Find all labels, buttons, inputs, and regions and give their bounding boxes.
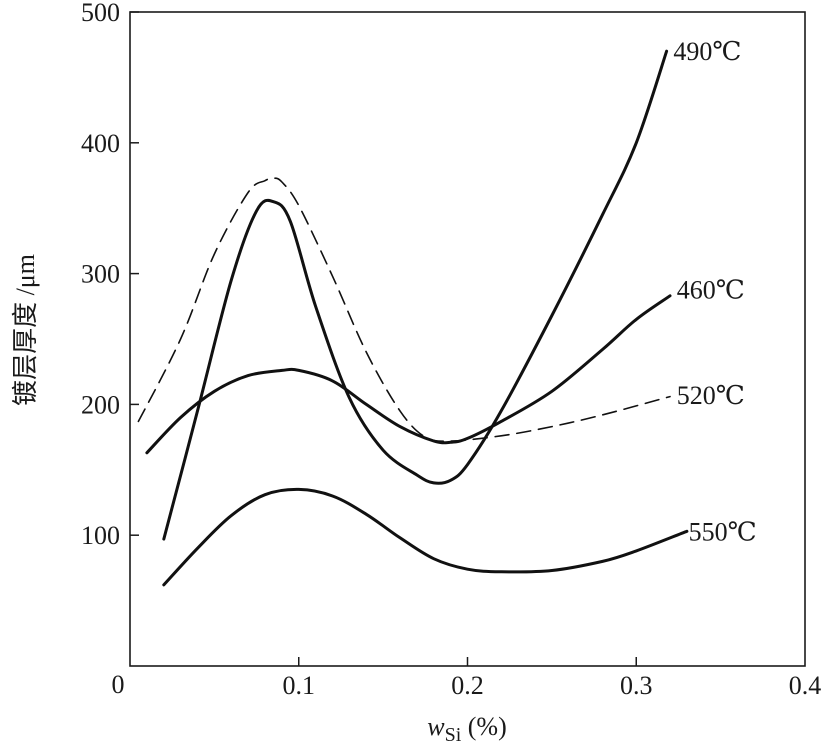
x-axis-title-unit: (%): [461, 712, 506, 741]
series-label-490c: 490℃: [673, 37, 741, 66]
x-tick-label: 0.1: [283, 671, 316, 700]
x-axis-origin-label: 0: [112, 670, 125, 699]
series-line-460c: [145, 294, 672, 455]
x-tick-label: 0.3: [620, 671, 653, 700]
series-label-520c: 520℃: [677, 381, 745, 410]
x-axis-ticks: 0.1 0.2 0.3 0.4: [283, 657, 822, 700]
y-tick-label: 500: [81, 0, 120, 27]
x-axis-title-var: w: [427, 712, 445, 741]
y-axis-ticks: 100 200 300 400 500: [81, 0, 139, 550]
series-line-490c: [162, 49, 669, 541]
series-labels: 490℃ 460℃ 520℃ 550℃: [673, 37, 756, 546]
x-axis: 0.1 0.2 0.3 0.4 0 wSi (%): [112, 657, 822, 743]
x-tick-label: 0.2: [451, 671, 484, 700]
series-lines: [137, 49, 689, 587]
x-axis-title-sub: Si: [445, 724, 462, 743]
x-axis-title: wSi (%): [427, 712, 507, 743]
y-tick-label: 200: [81, 390, 120, 419]
y-axis: 100 200 300 400 500 镀层厚度 /μm: [11, 0, 139, 550]
y-tick-label: 400: [81, 129, 120, 158]
series-label-550c: 550℃: [689, 517, 757, 546]
x-tick-label: 0.4: [789, 671, 822, 700]
series-line-520c: [137, 177, 671, 442]
y-tick-label: 300: [81, 260, 120, 289]
y-axis-title: 镀层厚度 /μm: [11, 254, 40, 406]
series-line-550c: [162, 487, 689, 587]
series-label-460c: 460℃: [677, 275, 745, 304]
y-tick-label: 100: [81, 521, 120, 550]
